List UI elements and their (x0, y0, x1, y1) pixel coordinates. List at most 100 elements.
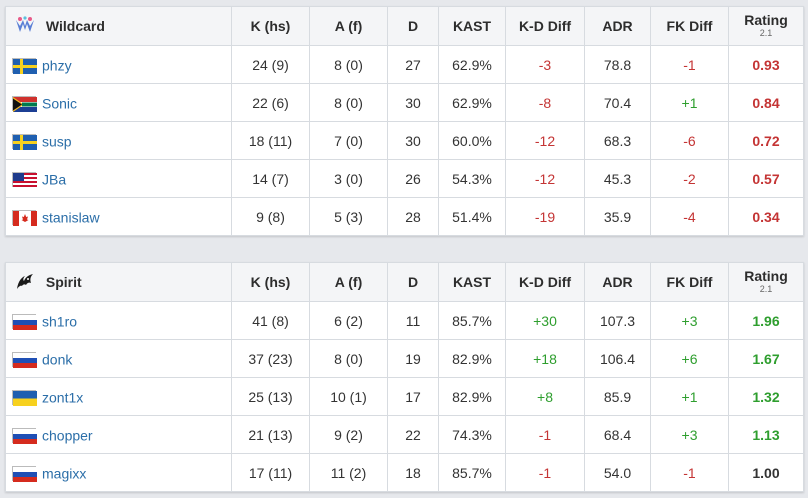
player-name-link[interactable]: magixx (42, 465, 87, 482)
team-stats-table-spirit: Spirit K (hs) A (f) D KAST K-D Diff ADR … (5, 262, 804, 492)
deaths-cell: 17 (387, 377, 439, 416)
col-header-kd-diff[interactable]: K-D Diff (505, 262, 585, 302)
col-header-deaths[interactable]: D (387, 6, 439, 46)
rating-cell: 1.00 (728, 453, 804, 492)
adr-cell: 45.3 (584, 159, 651, 198)
player-cell[interactable]: sh1ro (5, 301, 232, 340)
kd-diff-cell: -19 (505, 197, 585, 236)
player-cell[interactable]: Sonic (5, 83, 232, 122)
table-header-row: Spirit K (hs) A (f) D KAST K-D Diff ADR … (5, 262, 804, 302)
col-header-kd-diff[interactable]: K-D Diff (505, 6, 585, 46)
adr-cell: 85.9 (584, 377, 651, 416)
kd-diff-cell: -1 (505, 415, 585, 454)
kast-cell: 60.0% (438, 121, 506, 160)
col-header-assists[interactable]: A (f) (309, 262, 388, 302)
adr-cell: 68.3 (584, 121, 651, 160)
team-header[interactable]: Spirit (5, 262, 232, 302)
col-header-assists[interactable]: A (f) (309, 6, 388, 46)
player-cell[interactable]: stanislaw (5, 197, 232, 236)
deaths-cell: 26 (387, 159, 439, 198)
assists-cell: 8 (0) (309, 45, 388, 84)
player-name-link[interactable]: susp (42, 133, 72, 150)
fk-diff-cell: -4 (650, 197, 729, 236)
assists-cell: 11 (2) (309, 453, 388, 492)
col-header-kills[interactable]: K (hs) (231, 6, 310, 46)
assists-cell: 6 (2) (309, 301, 388, 340)
player-cell[interactable]: donk (5, 339, 232, 378)
deaths-cell: 22 (387, 415, 439, 454)
adr-cell: 35.9 (584, 197, 651, 236)
team-stats-table-wildcard: Wildcard K (hs) A (f) D KAST K-D Diff AD… (5, 6, 804, 236)
kd-diff-cell: -12 (505, 121, 585, 160)
kills-cell: 24 (9) (231, 45, 310, 84)
deaths-cell: 30 (387, 83, 439, 122)
assists-cell: 9 (2) (309, 415, 388, 454)
kd-diff-cell: -8 (505, 83, 585, 122)
team-header[interactable]: Wildcard (5, 6, 232, 46)
fk-diff-cell: +1 (650, 377, 729, 416)
player-row: stanislaw 9 (8) 5 (3) 28 51.4% -19 35.9 -4 0.34 (5, 197, 804, 236)
player-name-link[interactable]: stanislaw (42, 209, 100, 226)
rating-cell: 0.57 (728, 159, 804, 198)
adr-cell: 107.3 (584, 301, 651, 340)
kast-cell: 85.7% (438, 453, 506, 492)
player-cell[interactable]: magixx (5, 453, 232, 492)
player-cell[interactable]: phzy (5, 45, 232, 84)
player-name-link[interactable]: donk (42, 351, 73, 368)
russia-flag-icon (12, 427, 37, 444)
col-header-kast[interactable]: KAST (438, 262, 506, 302)
player-name-link[interactable]: chopper (42, 427, 93, 444)
kd-diff-cell: +30 (505, 301, 585, 340)
player-cell[interactable]: JBa (5, 159, 232, 198)
spirit-logo-icon (17, 274, 33, 289)
player-row: JBa 14 (7) 3 (0) 26 54.3% -12 45.3 -2 0.57 (5, 159, 804, 198)
col-header-adr[interactable]: ADR (584, 6, 651, 46)
deaths-cell: 27 (387, 45, 439, 84)
sweden-flag-icon (12, 133, 37, 150)
player-name-link[interactable]: JBa (42, 171, 67, 188)
player-cell[interactable]: chopper (5, 415, 232, 454)
kast-cell: 62.9% (438, 83, 506, 122)
rating-version: 2.1 (759, 283, 773, 294)
fk-diff-cell: +1 (650, 83, 729, 122)
deaths-cell: 11 (387, 301, 439, 340)
player-name-link[interactable]: zont1x (42, 389, 84, 406)
rating-label: Rating (744, 267, 788, 284)
player-row: donk 37 (23) 8 (0) 19 82.9% +18 106.4 +6 1.67 (5, 339, 804, 378)
col-header-rating[interactable]: Rating 2.1 (728, 262, 804, 302)
player-cell[interactable]: zont1x (5, 377, 232, 416)
col-header-fk-diff[interactable]: FK Diff (650, 262, 729, 302)
rating-label: Rating (744, 11, 788, 28)
player-row: phzy 24 (9) 8 (0) 27 62.9% -3 78.8 -1 0.93 (5, 45, 804, 84)
canada-flag-icon (12, 209, 37, 226)
wildcard-logo-icon (16, 16, 34, 32)
rating-cell: 1.32 (728, 377, 804, 416)
kd-diff-cell: +8 (505, 377, 585, 416)
kills-cell: 9 (8) (231, 197, 310, 236)
player-name-link[interactable]: sh1ro (42, 313, 78, 330)
player-cell[interactable]: susp (5, 121, 232, 160)
table-header-row: Wildcard K (hs) A (f) D KAST K-D Diff AD… (5, 6, 804, 46)
kills-cell: 37 (23) (231, 339, 310, 378)
russia-flag-icon (12, 351, 37, 368)
deaths-cell: 28 (387, 197, 439, 236)
col-header-kills[interactable]: K (hs) (231, 262, 310, 302)
adr-cell: 106.4 (584, 339, 651, 378)
col-header-adr[interactable]: ADR (584, 262, 651, 302)
col-header-fk-diff[interactable]: FK Diff (650, 6, 729, 46)
col-header-kast[interactable]: KAST (438, 6, 506, 46)
col-header-deaths[interactable]: D (387, 262, 439, 302)
assists-cell: 3 (0) (309, 159, 388, 198)
kills-cell: 21 (13) (231, 415, 310, 454)
kast-cell: 74.3% (438, 415, 506, 454)
player-name-link[interactable]: Sonic (42, 95, 78, 112)
player-name-link[interactable]: phzy (42, 57, 72, 74)
rating-cell: 1.67 (728, 339, 804, 378)
fk-diff-cell: -1 (650, 453, 729, 492)
fk-diff-cell: -1 (650, 45, 729, 84)
kills-cell: 41 (8) (231, 301, 310, 340)
kast-cell: 51.4% (438, 197, 506, 236)
adr-cell: 54.0 (584, 453, 651, 492)
col-header-rating[interactable]: Rating 2.1 (728, 6, 804, 46)
fk-diff-cell: +6 (650, 339, 729, 378)
